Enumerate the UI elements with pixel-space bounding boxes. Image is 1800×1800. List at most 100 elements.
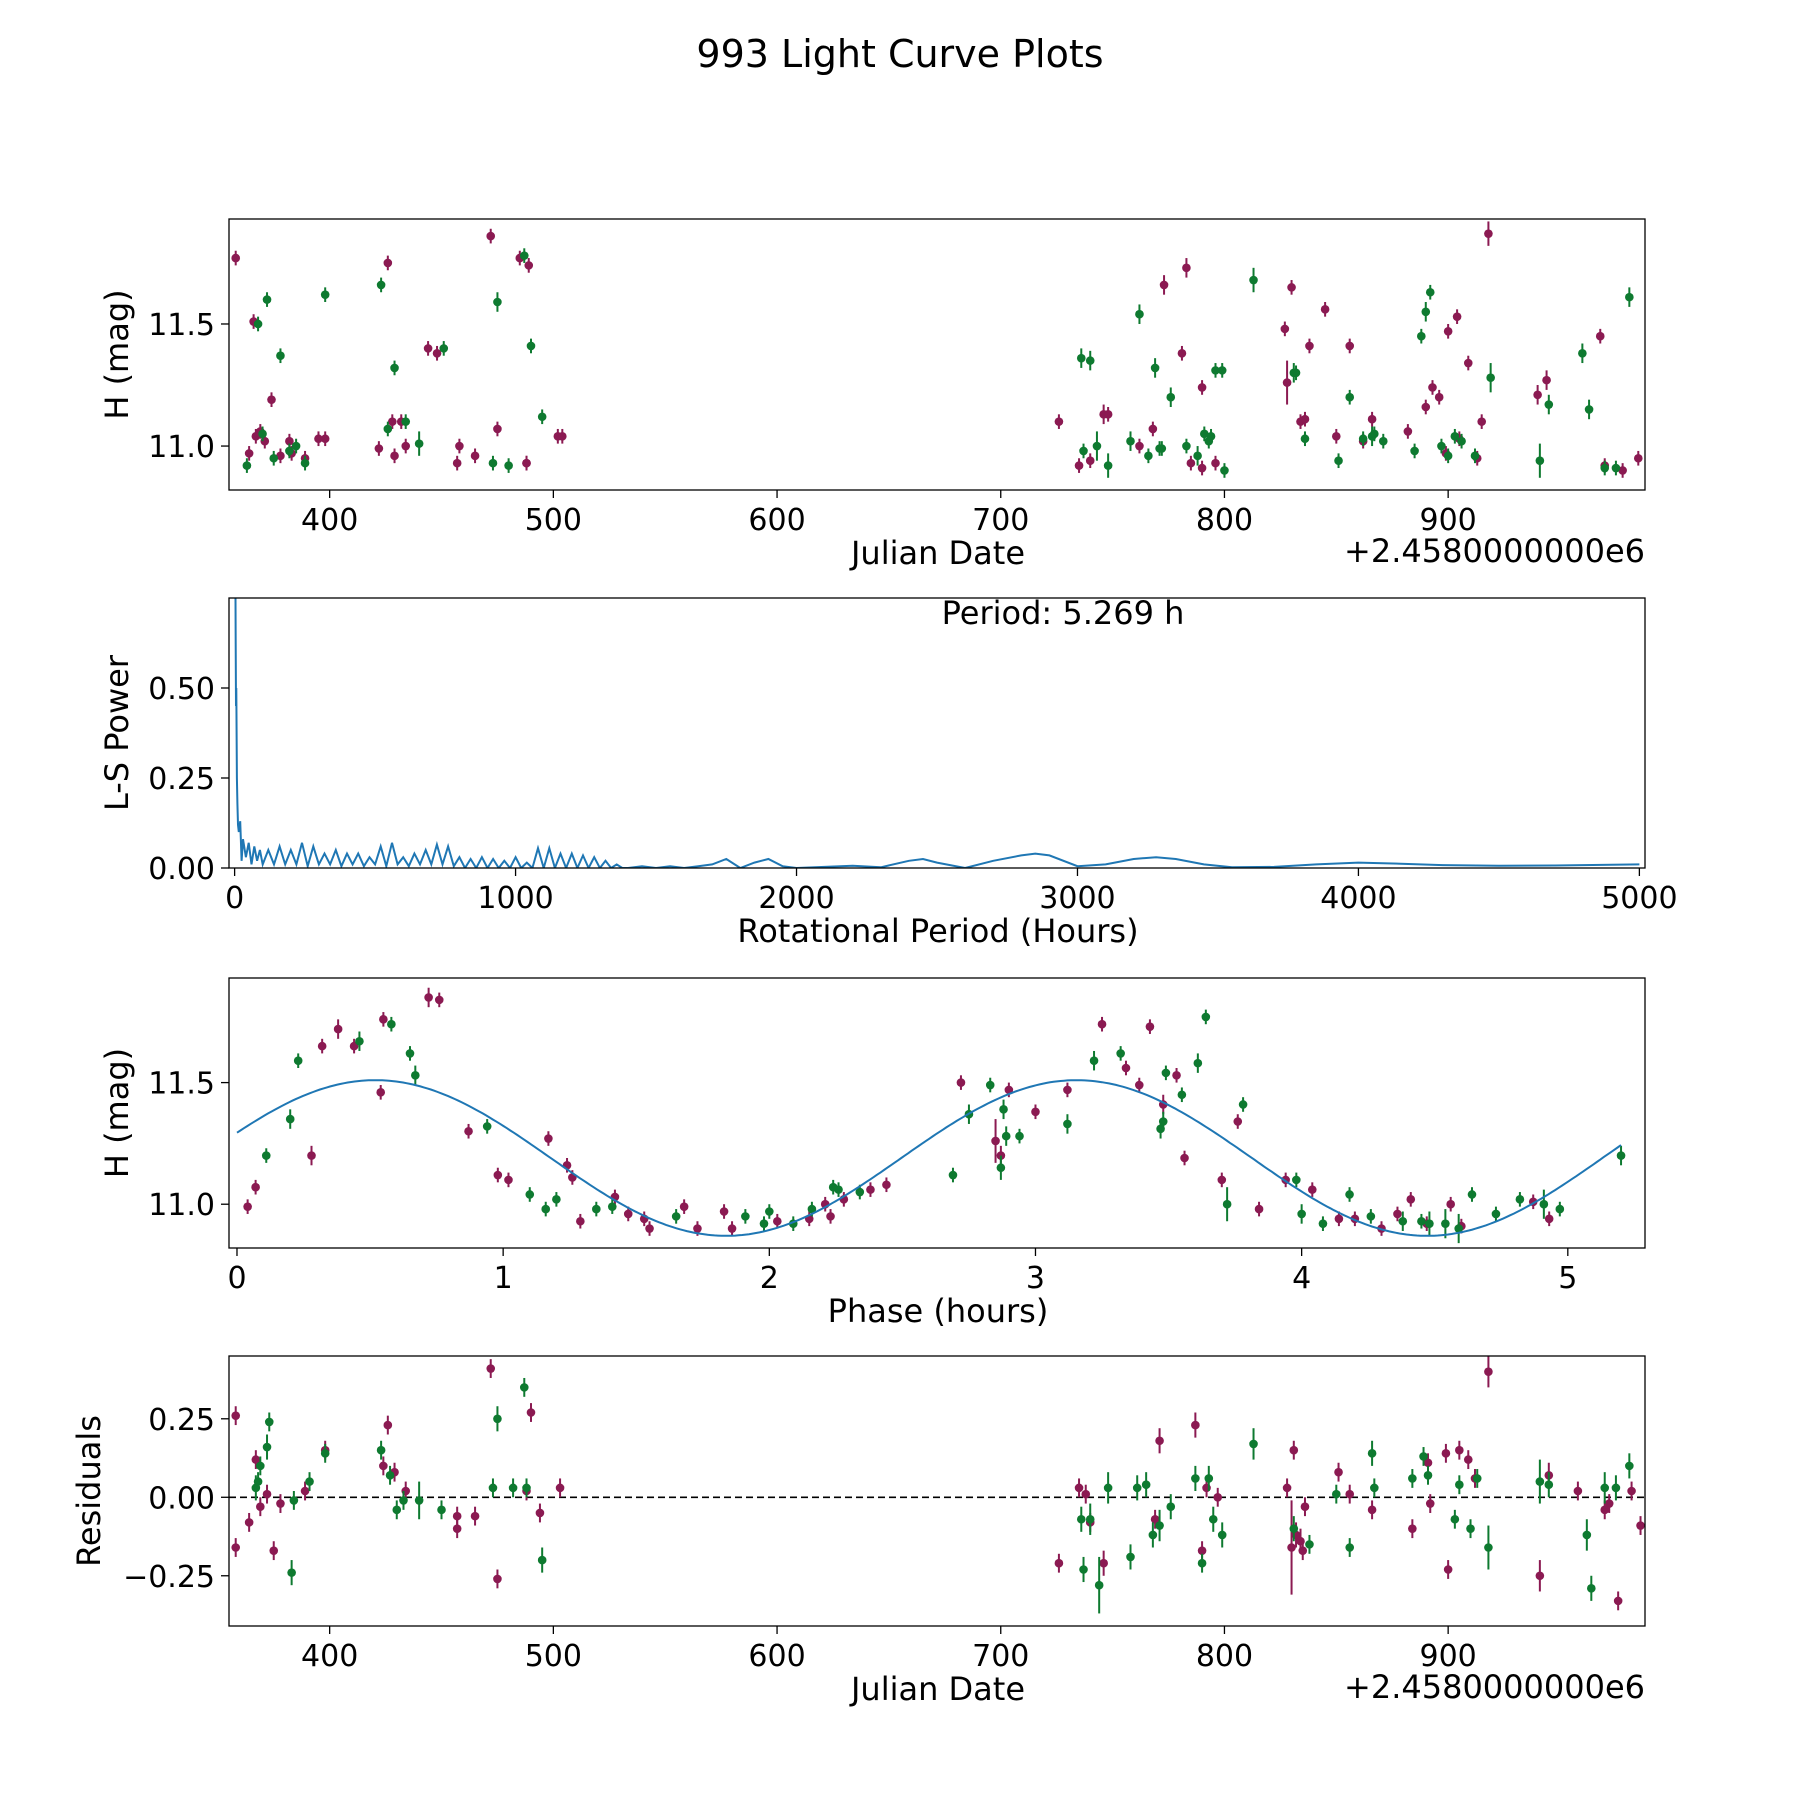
plot-area <box>231 221 1643 478</box>
panel-periodogram: 0 1000 2000 3000 4000 5000 0.00 0.25 0.50 Rotatio… <box>98 594 1678 950</box>
data-point <box>244 449 254 458</box>
data-point <box>1287 283 1296 292</box>
data-point <box>1345 1489 1355 1499</box>
data-point <box>1233 1117 1243 1126</box>
data-point <box>390 363 399 373</box>
data-point <box>383 1420 393 1430</box>
data-point <box>1600 1483 1610 1493</box>
data-point <box>526 341 536 351</box>
data-point <box>1135 309 1144 319</box>
data-point <box>1441 1449 1451 1458</box>
data-point <box>256 1461 265 1471</box>
y-axis-label: Residuals <box>70 1415 108 1567</box>
x-tick-label: 500 <box>525 1639 582 1674</box>
data-point <box>385 1471 395 1480</box>
data-point <box>1150 1514 1160 1524</box>
data-point <box>1063 1119 1072 1129</box>
series-series-A <box>243 987 1554 1236</box>
data-point <box>1103 461 1113 470</box>
data-point <box>1578 348 1587 358</box>
data-point <box>1625 1461 1634 1471</box>
x-tick-label: 5 <box>1558 1261 1577 1296</box>
data-point <box>1370 429 1379 439</box>
data-point <box>482 1122 492 1131</box>
data-point <box>1367 414 1377 424</box>
data-point <box>1425 1219 1434 1228</box>
data-point <box>231 253 241 263</box>
data-point <box>719 1207 729 1216</box>
data-point <box>1345 1543 1355 1552</box>
data-point <box>379 1015 388 1024</box>
data-point <box>253 319 263 329</box>
data-point <box>1470 451 1480 461</box>
data-point <box>1103 1483 1113 1493</box>
panel-lightcurve: 400 500 600 700 800 900 11.0 11.5 Julian Date H (… <box>98 218 1646 572</box>
data-point <box>1182 441 1191 451</box>
data-point <box>519 1383 529 1392</box>
data-point <box>1177 1090 1187 1100</box>
data-point <box>269 1546 279 1555</box>
data-point <box>285 1114 295 1124</box>
x-tick-label: 4 <box>1292 1261 1311 1296</box>
data-point <box>1126 436 1135 446</box>
data-point <box>1443 327 1453 336</box>
data-point <box>1001 1131 1011 1141</box>
period-annotation: Period: 5.269 h <box>942 594 1185 632</box>
data-point <box>1076 353 1086 363</box>
data-point <box>387 1019 396 1029</box>
data-point <box>522 1483 531 1493</box>
data-point <box>1166 1502 1176 1511</box>
data-point <box>1085 1514 1095 1524</box>
data-point <box>1305 1540 1314 1549</box>
data-point <box>727 1224 737 1233</box>
data-point <box>1099 1558 1108 1568</box>
data-point <box>1398 1216 1408 1226</box>
data-point <box>1089 1056 1099 1066</box>
data-point <box>504 461 513 470</box>
data-point <box>592 1204 601 1214</box>
data-point <box>1180 1153 1189 1163</box>
x-tick-label: 400 <box>301 1639 358 1674</box>
axes-frame <box>228 977 1646 1249</box>
data-point <box>1300 414 1310 424</box>
x-tick-label: 400 <box>301 503 358 538</box>
x-axis-label: Julian Date <box>849 534 1025 572</box>
data-point <box>1406 1195 1416 1204</box>
data-point <box>392 1505 402 1515</box>
data-point <box>1633 453 1643 463</box>
data-point <box>1463 358 1473 368</box>
data-point <box>1582 1530 1592 1540</box>
data-point <box>1423 1471 1433 1480</box>
data-point <box>1145 1022 1155 1031</box>
data-point <box>488 1483 498 1493</box>
x-tick-label: 700 <box>972 503 1029 538</box>
data-point <box>1172 1070 1181 1080</box>
panel-phased: 0 1 2 3 4 5 11.0 11.5 Phase (hours) H (mag) <box>98 977 1646 1330</box>
data-point <box>826 1212 835 1221</box>
data-point <box>741 1212 750 1221</box>
data-point <box>1200 429 1209 439</box>
y-axis-label: L-S Power <box>98 654 136 811</box>
data-point <box>1450 1514 1460 1524</box>
data-point <box>432 348 442 358</box>
plot-area <box>229 1356 1645 1614</box>
data-point <box>1600 1505 1610 1515</box>
data-point <box>759 1219 769 1228</box>
data-point <box>1535 456 1545 466</box>
x-tick-label: 4000 <box>1320 881 1396 916</box>
data-point <box>1618 466 1627 475</box>
periodogram-line <box>234 598 1640 868</box>
data-point <box>1134 1080 1144 1090</box>
data-point <box>1282 378 1292 387</box>
data-point <box>1555 1204 1565 1214</box>
data-point <box>558 431 567 441</box>
data-point <box>414 1496 424 1505</box>
axes-frame <box>228 597 1646 869</box>
data-point <box>405 1049 415 1058</box>
data-point <box>1094 1580 1104 1590</box>
x-tick-label: 900 <box>1420 503 1477 538</box>
data-point <box>1054 417 1064 426</box>
data-point <box>1211 366 1220 375</box>
y-tick-label: 11.0 <box>148 1188 215 1223</box>
data-point <box>1135 441 1144 451</box>
